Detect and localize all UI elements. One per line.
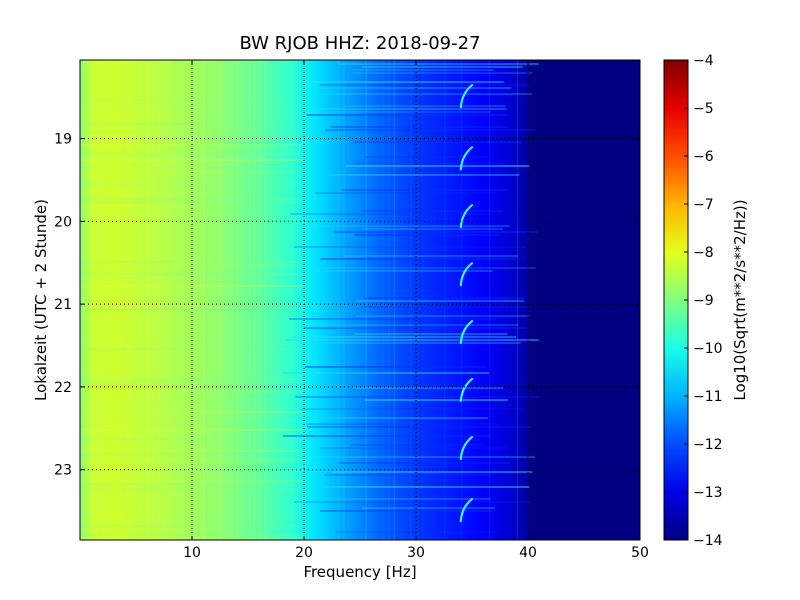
recurring-feature-mark xyxy=(459,84,474,109)
plot-area xyxy=(80,60,640,540)
colorbar-tick-label: −14 xyxy=(693,533,723,549)
y-tick-label: 20 xyxy=(54,214,72,230)
recurring-feature-mark xyxy=(459,497,474,523)
y-tick-label: 21 xyxy=(54,297,72,313)
x-axis-label: Frequency [Hz] xyxy=(303,563,416,581)
recurring-feature-mark xyxy=(459,320,474,345)
colorbar-tick-label: −9 xyxy=(693,293,714,309)
colorbar-label: Log10(Sqrt(m**2/s**2/Hz)) xyxy=(731,199,749,400)
recurring-feature-mark xyxy=(459,204,474,229)
y-axis-ticks: 19 20 21 22 23 xyxy=(54,132,640,479)
recurring-feature-mark xyxy=(459,377,474,403)
y-tick-label: 23 xyxy=(54,463,72,479)
colorbar-tick-label: −6 xyxy=(693,149,714,165)
x-tick-label: 10 xyxy=(183,545,201,561)
x-tick-label: 20 xyxy=(295,545,313,561)
colorbar-tick-label: −13 xyxy=(693,485,723,501)
recurring-feature-mark xyxy=(459,435,474,461)
colorbar-tick-label: −10 xyxy=(693,341,723,357)
colorbar-tick-label: −5 xyxy=(693,101,714,117)
x-tick-label: 50 xyxy=(631,545,649,561)
colorbar-tick-label: −12 xyxy=(693,437,723,453)
chart-title: BW RJOB HHZ: 2018-09-27 xyxy=(239,33,480,54)
y-tick-label: 22 xyxy=(54,380,72,396)
y-tick-label: 19 xyxy=(54,132,72,148)
x-tick-label: 30 xyxy=(407,545,425,561)
grid-lines xyxy=(80,60,640,540)
plot-frame xyxy=(79,59,641,541)
colorbar-tick-label: −8 xyxy=(693,245,714,261)
colorbar-tick-label: −11 xyxy=(693,389,723,405)
x-axis-ticks: 10 20 30 40 50 xyxy=(183,60,649,561)
colorbar-ticks: −4 −5 −6 −7 −8 −9 −10 −11 −12 −13 −14 xyxy=(684,53,723,549)
colorbar-tick-label: −4 xyxy=(693,53,714,69)
recurring-feature-mark xyxy=(459,262,474,287)
column-texture xyxy=(96,60,519,540)
recurring-features xyxy=(459,84,474,523)
colorbar-tick-label: −7 xyxy=(693,197,714,213)
x-tick-label: 40 xyxy=(519,545,537,561)
spectrum-base xyxy=(80,60,640,540)
recurring-feature-mark xyxy=(459,146,474,171)
y-axis-label: Lokalzeit (UTC + 2 Stunde) xyxy=(32,199,50,401)
